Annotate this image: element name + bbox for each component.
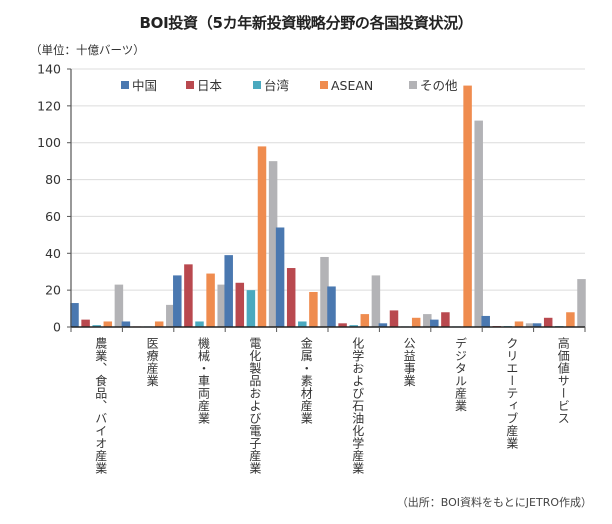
legend-label: ASEAN [331,78,373,93]
bar-中国-金属・素材産業 [275,227,285,327]
bar-中国-デジタル産業 [430,319,439,327]
unit-label: （単位：十億バーツ） [30,43,145,57]
bar-その他-クリエーティブ産業 [525,323,535,327]
y-tick-label: 140 [37,62,61,77]
y-tick-label: 20 [45,283,61,298]
category-label: 電化製品および電子産業 [248,337,262,475]
bar-ASEAN-農業、食品、バイオ産業 [103,321,113,327]
category-label: 公益事業 [402,337,416,387]
bar-その他-医療産業 [166,304,175,327]
bar-ASEAN-公益事業 [411,317,421,327]
bar-日本-機械・車両産業 [184,264,193,327]
bar-中国-機械・車両産業 [173,275,182,327]
source-note: （出所：BOI資料をもとにJETRO作成） [396,496,592,509]
bar-日本-デジタル産業 [441,312,450,327]
legend-item-その他: その他 [409,78,458,93]
bar-中国-高価値サービス [532,323,542,327]
bar-中国-医療産業 [121,321,131,327]
bar-台湾-機械・車両産業 [195,321,204,327]
legend-label: 日本 [197,78,223,93]
bar-日本-電化製品および電子産業 [235,282,245,327]
bar-その他-金属・素材産業 [320,256,329,327]
bar-ASEAN-金属・素材産業 [309,291,318,327]
bar-日本-農業、食品、バイオ産業 [81,319,90,327]
legend-item-日本: 日本 [186,78,223,93]
y-tick-label: 100 [37,135,61,150]
bar-その他-電化製品および電子産業 [268,161,278,327]
category-labels: 農業、食品、バイオ産業 医療産業 機械・車両産業 電化製品および電子産業 金属・素材産業… [94,336,571,475]
gridlines [71,68,585,291]
bar-台湾-化学および石油化学産業 [349,325,358,327]
bar-ASEAN-高価値サービス [566,312,575,327]
bar-その他-化学および石油化学産業 [371,275,381,327]
bars [70,85,586,327]
legend-item-中国: 中国 [121,78,157,93]
bar-台湾-農業、食品、バイオ産業 [92,325,101,327]
y-tick-label: 40 [45,246,61,261]
y-tick-label: 60 [45,209,61,224]
y-tick-labels: 0 20 40 60 80 100 120 140 [37,62,61,335]
category-label: クリエーティブ産業 [505,337,519,450]
y-tick-label: 0 [53,320,61,335]
legend-swatch [409,81,417,89]
category-label: デジタル産業 [454,337,468,412]
bar-台湾-金属・素材産業 [298,321,307,327]
legend-label: 台湾 [264,78,289,93]
legend-swatch [253,81,261,89]
bar-台湾-電化製品および電子産業 [246,290,256,327]
bar-ASEAN-デジタル産業 [463,85,472,327]
legend-swatch [121,81,129,89]
y-tick-label: 80 [45,172,61,187]
bar-ASEAN-化学および石油化学産業 [360,314,370,327]
bar-ASEAN-電化製品および電子産業 [257,146,267,327]
legend-swatch [320,81,328,89]
bar-その他-高価値サービス [577,279,586,327]
category-label: 機械・車両産業 [197,336,211,425]
bar-ASEAN-クリエーティブ産業 [514,321,524,327]
category-label: 化学および石油化学産業 [351,337,365,475]
bar-中国-農業、食品、バイオ産業 [70,303,79,327]
bar-ASEAN-機械・車両産業 [206,273,215,327]
legend-swatch [186,81,194,89]
bar-中国-公益事業 [378,323,388,327]
bar-中国-電化製品および電子産業 [224,255,233,327]
bar-その他-デジタル産業 [474,120,483,327]
y-tick-label: 120 [37,98,61,113]
axes [67,68,586,332]
bar-その他-農業、食品、バイオ産業 [114,284,124,327]
bar-ASEAN-医療産業 [154,321,164,327]
legend-item-台湾: 台湾 [253,78,289,93]
chart-title: BOI投資（5カ年新投資戦略分野の各国投資状況） [139,14,473,32]
bar-その他-機械・車両産業 [217,284,226,327]
bar-日本-金属・素材産業 [286,268,296,327]
category-label: 高価値サービス [556,336,570,425]
bar-日本-公益事業 [389,310,399,327]
bar-中国-化学および石油化学産業 [327,286,336,327]
bar-日本-化学および石油化学産業 [338,323,347,327]
legend-label: 中国 [132,78,157,93]
legend-label: その他 [420,78,458,93]
legend: 中国 日本 台湾 ASEAN その他 [121,78,458,93]
bar-その他-公益事業 [423,314,432,327]
legend-item-ASEAN: ASEAN [320,78,373,93]
category-label: 医療産業 [145,337,159,387]
category-label: 金属・素材産業 [299,336,313,425]
bar-日本-高価値サービス [543,317,553,327]
category-label: 農業、食品、バイオ産業 [94,337,108,475]
bar-中国-クリエーティブ産業 [481,315,490,327]
